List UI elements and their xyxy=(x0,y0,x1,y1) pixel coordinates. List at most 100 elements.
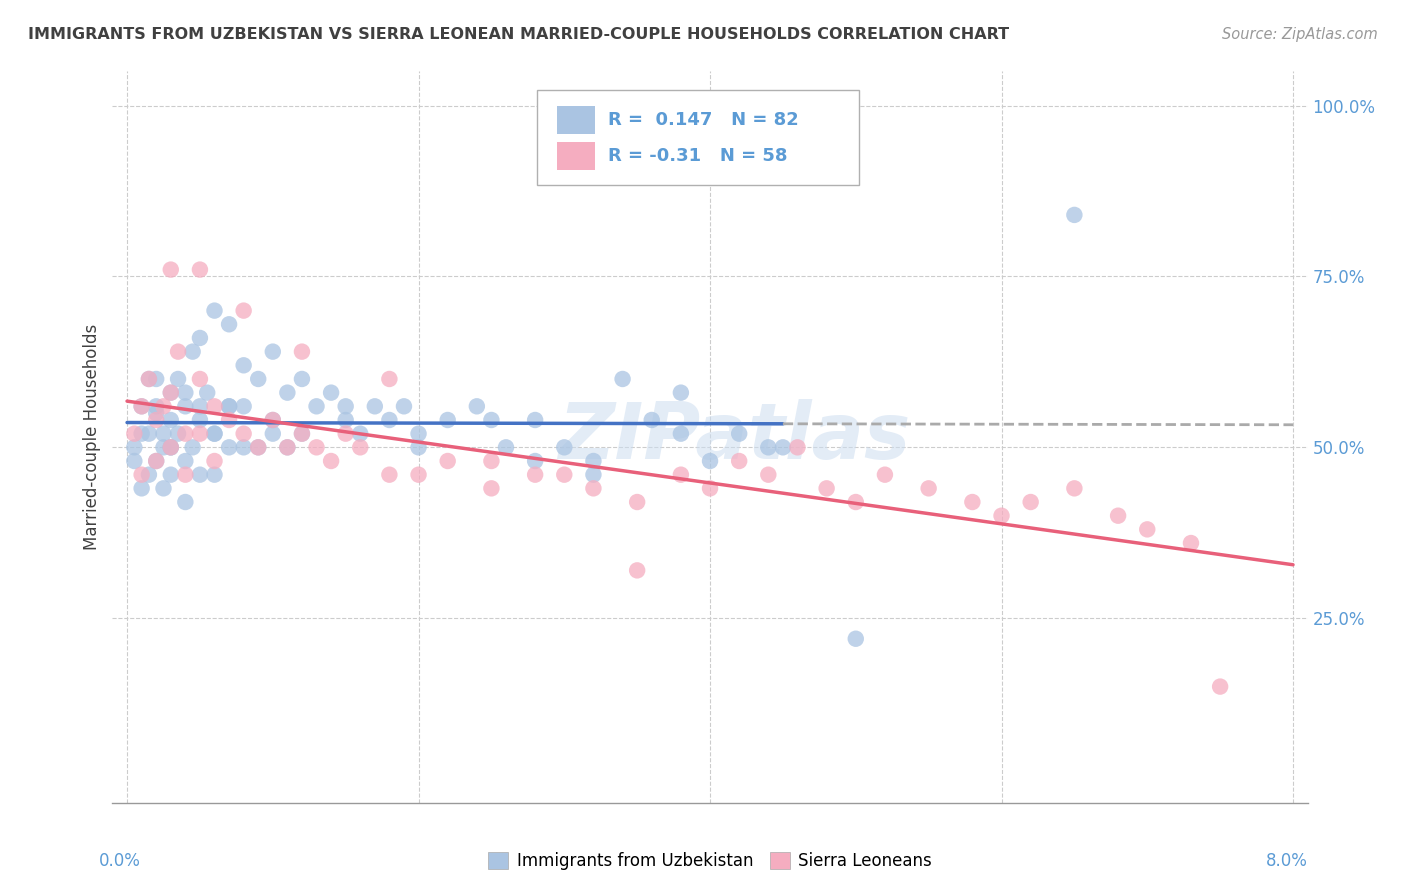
Point xyxy=(1209,680,1232,694)
Point xyxy=(276,440,298,454)
Point xyxy=(232,426,254,441)
Point xyxy=(276,385,298,400)
Point xyxy=(188,372,211,386)
Point xyxy=(159,262,181,277)
Point xyxy=(152,440,174,454)
Point xyxy=(524,454,547,468)
FancyBboxPatch shape xyxy=(557,143,595,170)
Point xyxy=(138,372,160,386)
Point xyxy=(335,426,357,441)
Point xyxy=(247,372,270,386)
Point xyxy=(481,454,503,468)
Point xyxy=(495,440,517,454)
Point xyxy=(174,467,197,482)
Point xyxy=(873,467,896,482)
Point xyxy=(728,426,751,441)
Point xyxy=(378,467,401,482)
Point xyxy=(699,481,721,495)
Point xyxy=(174,400,197,414)
Point xyxy=(772,440,794,454)
Point xyxy=(319,385,342,400)
Point xyxy=(291,426,314,441)
Point xyxy=(138,372,160,386)
Point xyxy=(204,467,226,482)
Point xyxy=(262,426,284,441)
Point xyxy=(232,400,254,414)
Text: R = -0.31   N = 58: R = -0.31 N = 58 xyxy=(609,147,787,165)
Point xyxy=(392,400,415,414)
Text: 8.0%: 8.0% xyxy=(1265,852,1308,870)
Point xyxy=(145,400,167,414)
Point xyxy=(917,481,939,495)
Point xyxy=(612,372,634,386)
Point xyxy=(247,440,270,454)
Point xyxy=(159,440,181,454)
Point xyxy=(174,426,197,441)
Point xyxy=(124,454,146,468)
Point xyxy=(1180,536,1202,550)
Point xyxy=(145,413,167,427)
Point xyxy=(408,467,430,482)
Point xyxy=(553,467,575,482)
Point xyxy=(181,440,204,454)
Point xyxy=(232,359,254,373)
Point xyxy=(335,400,357,414)
Point xyxy=(204,400,226,414)
Point xyxy=(167,426,190,441)
Point xyxy=(188,400,211,414)
Point xyxy=(131,481,153,495)
Point xyxy=(291,372,314,386)
Point xyxy=(174,454,197,468)
Point xyxy=(131,467,153,482)
Point xyxy=(364,400,387,414)
Point xyxy=(669,467,692,482)
Point xyxy=(815,481,838,495)
Point xyxy=(1136,522,1159,536)
Point xyxy=(159,440,181,454)
Point xyxy=(641,413,664,427)
Point xyxy=(378,413,401,427)
Point xyxy=(138,467,160,482)
Point xyxy=(1107,508,1129,523)
Point xyxy=(131,426,153,441)
Point xyxy=(188,426,211,441)
Point xyxy=(408,426,430,441)
Point xyxy=(1019,495,1042,509)
Point xyxy=(204,454,226,468)
Point xyxy=(152,426,174,441)
Point xyxy=(218,413,240,427)
Point xyxy=(436,454,458,468)
Point xyxy=(159,413,181,427)
Point xyxy=(582,454,605,468)
Point xyxy=(553,440,575,454)
Point xyxy=(138,426,160,441)
Text: R =  0.147   N = 82: R = 0.147 N = 82 xyxy=(609,111,799,128)
Point xyxy=(247,440,270,454)
Point xyxy=(218,440,240,454)
Point xyxy=(786,440,808,454)
Point xyxy=(845,495,868,509)
Point xyxy=(465,400,488,414)
Point xyxy=(159,467,181,482)
Point xyxy=(756,440,779,454)
Point xyxy=(319,454,342,468)
Point xyxy=(699,454,721,468)
Point xyxy=(218,400,240,414)
Y-axis label: Married-couple Households: Married-couple Households xyxy=(83,324,101,550)
Point xyxy=(204,303,226,318)
Text: Source: ZipAtlas.com: Source: ZipAtlas.com xyxy=(1222,27,1378,42)
Point xyxy=(124,426,146,441)
FancyBboxPatch shape xyxy=(557,106,595,134)
Point xyxy=(436,413,458,427)
Point xyxy=(204,426,226,441)
Legend: Immigrants from Uzbekistan, Sierra Leoneans: Immigrants from Uzbekistan, Sierra Leone… xyxy=(482,845,938,877)
Point xyxy=(669,385,692,400)
Point xyxy=(152,400,174,414)
Point xyxy=(626,495,648,509)
Point xyxy=(291,344,314,359)
Point xyxy=(174,495,197,509)
Point xyxy=(159,385,181,400)
Point xyxy=(845,632,868,646)
Point xyxy=(262,344,284,359)
Point xyxy=(1063,208,1085,222)
